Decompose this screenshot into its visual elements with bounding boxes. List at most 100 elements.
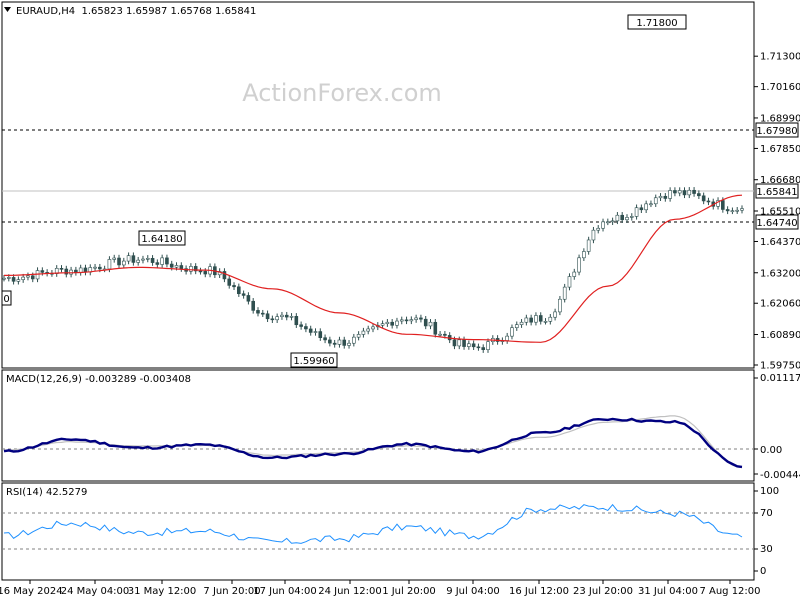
candle-body	[644, 203, 648, 211]
price-axis-tick-label: 1.64370	[760, 237, 800, 248]
candle-body	[93, 266, 97, 269]
candle-body	[486, 341, 490, 350]
candle-body	[423, 318, 428, 327]
candle-body	[615, 214, 620, 222]
candle-body	[692, 189, 696, 194]
x-axis-tick-label: 23 Jul 20:00	[573, 586, 633, 597]
candle-body	[141, 258, 145, 261]
annotation-low: 1.59960	[290, 352, 338, 368]
candle-body	[481, 347, 486, 350]
candle-body	[505, 335, 509, 341]
candle-body	[270, 318, 275, 321]
candle-body	[529, 317, 533, 323]
macd-axis-tick-top: 0.011176	[760, 373, 800, 384]
annotation-left-edge: 0	[1, 290, 12, 306]
candle-body	[21, 276, 25, 280]
candle-body	[385, 321, 390, 325]
annotation-left-edge-label: 0	[3, 294, 9, 305]
candle-body	[323, 337, 327, 341]
candle-body	[122, 260, 126, 266]
candle-body	[289, 316, 294, 318]
candle-body	[725, 209, 730, 212]
annotation-high: 1.71800	[627, 14, 687, 30]
candle-body	[16, 279, 21, 282]
candle-body	[649, 203, 653, 206]
candle-body	[117, 257, 121, 266]
price-panel-frame	[1, 1, 755, 369]
candle-body	[356, 334, 361, 338]
x-axis-tick-label: 31 May 12:00	[128, 586, 197, 597]
macd-panel: MACD(12,26,9) -0.003289 -0.003408 0.0111…	[1, 369, 800, 482]
candle-body	[83, 267, 88, 273]
candle-body	[6, 277, 11, 279]
candle-body	[165, 257, 169, 265]
candle-body	[514, 324, 519, 329]
candle-body	[284, 314, 289, 318]
rsi-axis-tick-100: 100	[760, 486, 779, 497]
candle-body	[586, 239, 591, 252]
candle-body	[687, 189, 692, 196]
candle-body	[78, 267, 83, 273]
price-axis-tick-label: 1.68990	[760, 113, 800, 124]
candle-body	[606, 221, 610, 224]
candle-body	[189, 266, 193, 272]
candle-body	[467, 343, 471, 347]
moving-average-line	[4, 194, 743, 343]
annotation-low-label: 1.59960	[293, 356, 334, 367]
price-axis-tick-label: 1.65510	[760, 206, 800, 217]
rsi-header: RSI(14) 42.5279	[6, 487, 87, 498]
rsi-line	[3, 503, 743, 544]
candle-body	[126, 255, 131, 262]
candle-body	[265, 313, 270, 320]
candle-body	[730, 210, 735, 213]
price-panel: ActionForex.com 1.71300 1.70160 1.68990 1.6…	[1, 1, 800, 372]
candle-body	[64, 268, 69, 275]
candle-body	[562, 286, 567, 300]
annotation-high-label: 1.71800	[636, 18, 677, 29]
candle-body	[366, 328, 371, 332]
candle-body	[155, 262, 160, 265]
candle-body	[428, 321, 433, 327]
candle-body	[399, 319, 404, 322]
collapse-arrow-icon[interactable]	[4, 7, 11, 12]
candle-body	[237, 286, 241, 295]
macd-header: MACD(12,26,9) -0.003289 -0.003408	[6, 374, 191, 385]
candle-body	[260, 312, 265, 315]
candle-body	[299, 324, 303, 327]
candle-body	[519, 321, 524, 325]
candle-body	[452, 339, 457, 347]
candle-body	[352, 336, 356, 344]
x-axis-tick-label: 31 Jul 04:00	[638, 586, 698, 597]
candle-body	[361, 330, 366, 335]
candle-body	[107, 259, 112, 270]
candle-body	[701, 195, 706, 202]
resistance-tag: 1.67980	[755, 122, 799, 138]
candle-body	[371, 326, 375, 330]
candle-body	[553, 311, 557, 318]
candle-body	[30, 275, 35, 280]
rsi-axis-tick-0: 0	[760, 566, 766, 577]
x-axis-tick-label: 9 Jul 04:00	[446, 586, 500, 597]
candle-body	[572, 271, 577, 277]
candle-body	[438, 333, 442, 336]
candle-body	[414, 317, 418, 320]
candle-body	[328, 339, 332, 344]
candle-body	[510, 327, 514, 337]
candle-body	[342, 339, 347, 346]
rsi-axis: 100 70 30 0	[754, 486, 779, 577]
candle-body	[380, 323, 385, 326]
candle-body	[222, 271, 227, 280]
candle-body	[59, 268, 64, 270]
candle-body	[332, 342, 337, 345]
candle-body	[318, 331, 323, 339]
candle-body	[625, 217, 629, 221]
candle-body	[577, 257, 581, 273]
candle-body	[179, 265, 184, 269]
candle-body	[198, 270, 203, 273]
candle-body	[524, 317, 529, 323]
candle-body	[443, 333, 447, 336]
candle-body	[246, 295, 251, 302]
candle-body	[251, 300, 255, 311]
support-tag: 1.64740	[755, 214, 799, 230]
